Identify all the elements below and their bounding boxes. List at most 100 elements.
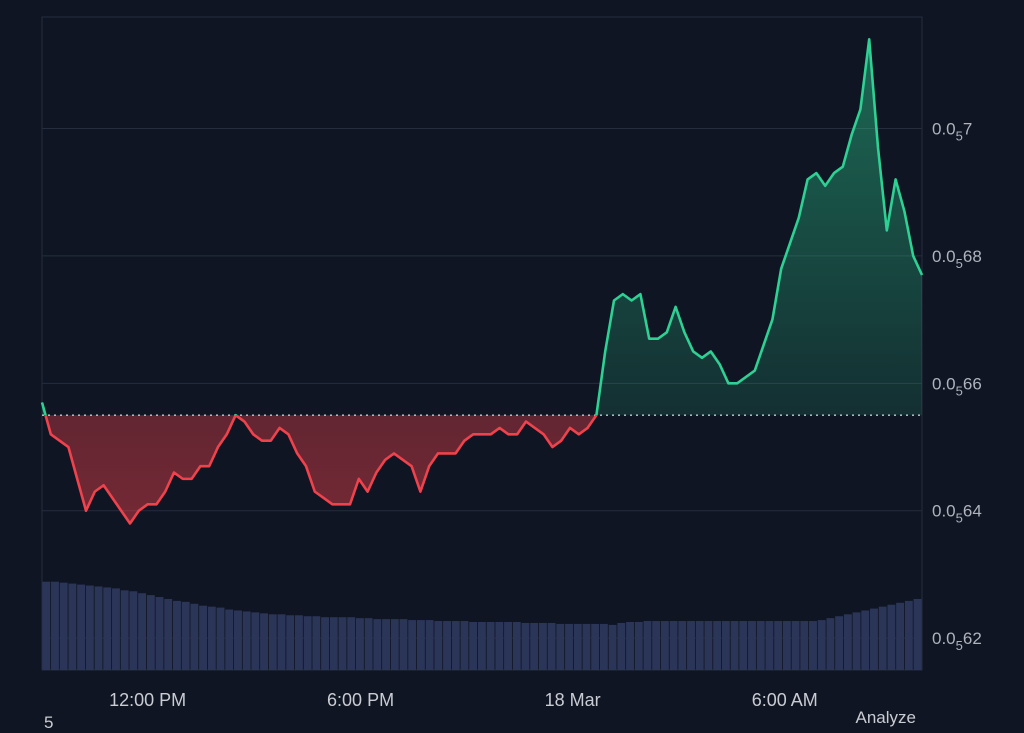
- volume-bar: [181, 601, 190, 670]
- volume-bar: [251, 612, 260, 670]
- volume-bar: [477, 622, 486, 670]
- volume-bar: [861, 610, 870, 670]
- volume-bar: [85, 585, 94, 670]
- area-fill-below-baseline: [45, 415, 597, 524]
- volume-bar: [791, 621, 800, 670]
- volume-bar: [878, 606, 887, 670]
- volume-bar: [573, 623, 582, 670]
- volume-bar: [399, 619, 408, 670]
- volume-bar: [51, 581, 59, 670]
- volume-bar: [547, 622, 556, 670]
- volume-bar: [434, 621, 443, 670]
- price-line-above-baseline: [40, 38, 924, 416]
- x-axis-ticks: 12:00 PM 6:00 PM 18 Mar 6:00 AM: [109, 690, 818, 710]
- volume-bar: [809, 621, 817, 670]
- volume-bar: [530, 622, 539, 670]
- volume-bar: [172, 600, 181, 670]
- footer-left-text: 5: [44, 713, 54, 732]
- area-fill-above-baseline: [42, 39, 922, 416]
- volume-bar: [904, 600, 913, 670]
- volume-bar: [608, 624, 617, 670]
- volume-bar: [643, 621, 652, 670]
- volume-bar: [242, 611, 251, 670]
- volume-bar: [713, 621, 722, 670]
- volume-bar: [94, 586, 103, 670]
- volume-bar: [416, 620, 425, 670]
- volume-bar: [390, 619, 399, 670]
- volume-bar: [704, 621, 713, 670]
- volume-bar: [364, 618, 373, 670]
- volume-bar: [112, 588, 120, 670]
- volume-bar: [277, 614, 286, 670]
- volume-bar: [42, 581, 51, 670]
- volume-bar: [68, 583, 77, 670]
- x-tick-label: 12:00 PM: [109, 690, 186, 710]
- volume-bar: [347, 617, 356, 670]
- volume-bar: [669, 621, 678, 670]
- volume-bar: [512, 622, 521, 670]
- volume-bar: [460, 621, 469, 670]
- y-tick-label: 0.0566: [932, 374, 982, 398]
- volume-bar: [652, 621, 661, 670]
- volume-bar: [469, 622, 478, 670]
- volume-bar: [120, 590, 129, 670]
- volume-bar: [321, 617, 330, 670]
- volume-bar: [591, 623, 600, 670]
- volume-bar: [739, 621, 748, 670]
- x-tick-label: 18 Mar: [545, 690, 601, 710]
- volume-bar: [233, 610, 242, 670]
- volume-bar: [207, 606, 216, 670]
- volume-bar: [199, 605, 208, 670]
- volume-bar: [582, 623, 591, 670]
- volume-bar: [782, 621, 791, 670]
- price-line-below-baseline: [44, 415, 598, 525]
- volume-bar: [556, 623, 565, 670]
- y-tick-label: 0.0564: [932, 502, 982, 526]
- y-tick-label: 0.057: [932, 119, 972, 143]
- analyze-link[interactable]: Analyze: [855, 708, 916, 727]
- volume-bar: [538, 622, 547, 670]
- volume-bar: [443, 621, 452, 670]
- volume-bar: [146, 595, 155, 670]
- volume-bar: [373, 619, 382, 670]
- volume-bar: [408, 620, 417, 670]
- volume-bar: [329, 617, 338, 670]
- volume-bar: [303, 616, 312, 670]
- volume-bar: [425, 620, 434, 670]
- volume-bar: [355, 618, 364, 670]
- volume-bar: [678, 621, 687, 670]
- volume-bar: [887, 604, 896, 670]
- x-tick-label: 6:00 PM: [327, 690, 394, 710]
- volume-bar: [826, 618, 835, 670]
- y-tick-label: 0.0568: [932, 247, 982, 271]
- volume-bar: [660, 621, 669, 670]
- volume-bar: [268, 614, 277, 670]
- volume-bar: [312, 616, 321, 670]
- volume-bar: [748, 621, 756, 670]
- volume-bar: [817, 620, 826, 670]
- volume-bar: [521, 622, 530, 670]
- volume-bar: [852, 612, 861, 670]
- volume-bar: [216, 607, 225, 670]
- volume-bar: [294, 615, 303, 670]
- volume-bar: [260, 613, 269, 670]
- volume-bar: [870, 608, 878, 670]
- x-tick-label: 6:00 AM: [752, 690, 818, 710]
- volume-bar: [59, 582, 68, 670]
- volume-bar: [617, 622, 626, 670]
- volume-bar: [765, 621, 774, 670]
- volume-bar: [599, 623, 608, 670]
- volume-bar: [730, 621, 739, 670]
- volume-bar: [77, 584, 86, 670]
- volume-bar: [155, 597, 164, 670]
- volume-bar: [913, 598, 922, 670]
- volume-bar: [504, 622, 512, 670]
- volume-bar: [338, 617, 347, 670]
- volume-bar: [382, 619, 391, 670]
- volume-bar: [138, 593, 147, 670]
- volume-bar: [190, 603, 199, 670]
- volume-bar: [286, 615, 295, 670]
- volume-bar: [774, 621, 783, 670]
- volume-bar: [695, 621, 704, 670]
